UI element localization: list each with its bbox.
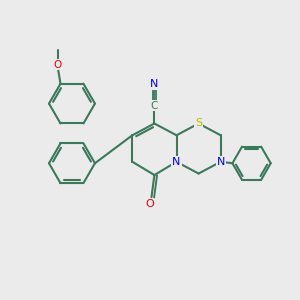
Text: O: O [53,60,62,70]
Text: C: C [151,101,158,111]
Text: S: S [195,118,202,128]
Text: N: N [172,157,181,167]
Text: O: O [146,200,154,209]
Text: N: N [217,157,225,167]
Text: N: N [150,79,159,89]
